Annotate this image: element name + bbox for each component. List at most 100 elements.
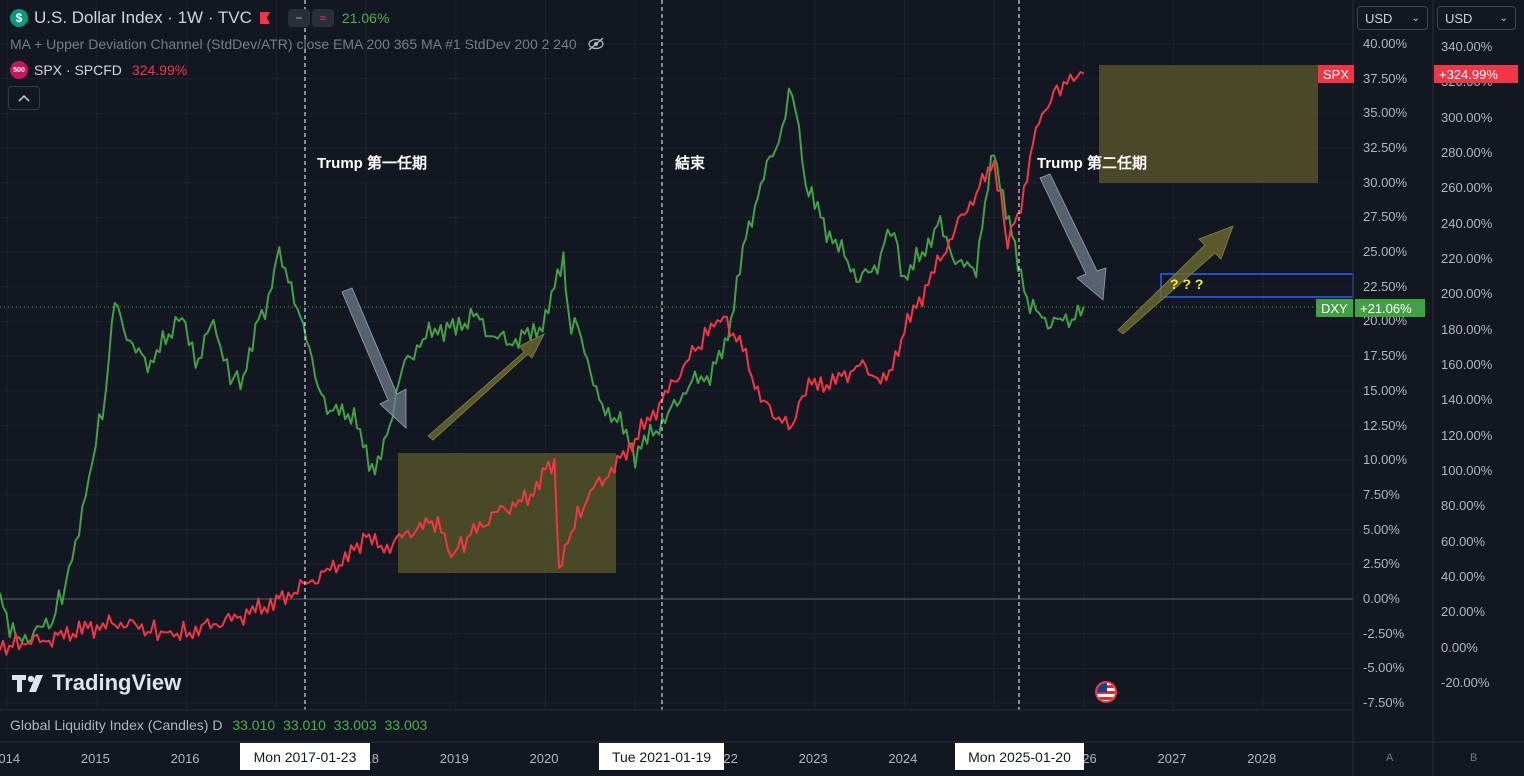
compare-icon[interactable]: ≈ bbox=[311, 9, 334, 27]
annotation-term1[interactable]: Trump 第一任期 bbox=[317, 155, 428, 172]
right-axis-tick: 0.00% bbox=[1441, 639, 1478, 655]
dxy-value-tag: +21.06% bbox=[1355, 299, 1425, 317]
x-axis-tick: 2014 bbox=[0, 751, 21, 766]
annotation-term2[interactable]: Trump 第二任期 bbox=[1037, 155, 1148, 172]
eye-off-icon[interactable] bbox=[587, 37, 605, 51]
right-axis-tick: 100.00% bbox=[1441, 463, 1493, 478]
indicator-row[interactable]: MA + Upper Deviation Channel (StdDev/ATR… bbox=[10, 36, 605, 52]
indicator-label[interactable]: MA + Upper Deviation Channel (StdDev/ATR… bbox=[10, 36, 577, 52]
right-axis-tick: 120.00% bbox=[1441, 427, 1493, 443]
compare-row[interactable]: 500 SPX · SPCFD 324.99% bbox=[10, 61, 187, 79]
compare-change: 324.99% bbox=[131, 62, 188, 78]
right-axis-tick: 20.00% bbox=[1441, 604, 1486, 620]
bottom-indicator-value: 33.003 bbox=[384, 717, 428, 733]
chevron-down-icon: ⌄ bbox=[1411, 12, 1420, 24]
dollar-badge-icon: $ bbox=[10, 9, 28, 27]
right-axis-tick: 240.00% bbox=[1441, 215, 1493, 231]
symbol-change: 21.06% bbox=[341, 10, 390, 26]
left-axis-tick: -2.50% bbox=[1363, 625, 1405, 641]
x-axis-tick: 2020 bbox=[529, 751, 559, 766]
right-axis-tick: 40.00% bbox=[1441, 569, 1486, 584]
arrow-down-2[interactable] bbox=[1039, 173, 1107, 301]
left-axis-tick: 35.00% bbox=[1363, 105, 1408, 121]
spx-badge-icon: 500 bbox=[10, 61, 28, 79]
right-axis-tick: 180.00% bbox=[1441, 321, 1493, 337]
crosshair-date-2021: Tue 2021-01-19 bbox=[599, 743, 724, 770]
x-axis-tick: 2015 bbox=[80, 751, 110, 766]
currency-right-label: USD bbox=[1445, 10, 1473, 26]
dxy-label-tag: DXY bbox=[1316, 299, 1353, 317]
crosshair-date-2025: Mon 2025-01-20 bbox=[955, 743, 1084, 770]
left-axis-tick: 10.00% bbox=[1363, 452, 1408, 468]
left-axis-tick: -5.00% bbox=[1363, 660, 1405, 676]
spx-value-tag: +324.99% bbox=[1434, 65, 1518, 83]
right-axis-tick: 300.00% bbox=[1441, 109, 1493, 125]
tradingview-logo-icon bbox=[12, 675, 43, 692]
left-axis-tick: 25.00% bbox=[1363, 244, 1408, 260]
left-axis-tick: 37.50% bbox=[1363, 70, 1408, 86]
bottom-indicator[interactable]: Global Liquidity Index (Candles) D 33.01… bbox=[10, 717, 427, 733]
x-axis-tick: 2028 bbox=[1247, 751, 1277, 766]
annotation-end[interactable]: 結束 bbox=[675, 155, 706, 172]
chevron-up-icon bbox=[18, 94, 30, 102]
left-axis-tick: 15.00% bbox=[1363, 382, 1408, 398]
right-axis-tick: 340.00% bbox=[1441, 39, 1493, 54]
x-axis-tick: 2024 bbox=[888, 751, 918, 766]
left-axis-tick: 30.00% bbox=[1363, 174, 1408, 190]
left-axis-tick: 40.00% bbox=[1363, 36, 1408, 51]
bottom-indicator-value: 33.010 bbox=[283, 717, 326, 733]
series-line-dxy[interactable] bbox=[0, 87, 1085, 644]
left-axis-tick: 0.00% bbox=[1363, 590, 1400, 606]
target-range-box[interactable] bbox=[1099, 65, 1318, 183]
left-axis-tick: 27.50% bbox=[1363, 209, 1408, 225]
currency-left-label: USD bbox=[1365, 10, 1393, 26]
right-axis-tick: 220.00% bbox=[1441, 251, 1493, 266]
scale-a-label[interactable]: A bbox=[1386, 752, 1394, 764]
left-axis-tick: 2.50% bbox=[1363, 556, 1400, 572]
left-axis-tick: -7.50% bbox=[1363, 695, 1405, 710]
right-axis-tick: 140.00% bbox=[1441, 392, 1493, 408]
right-axis-tick: 60.00% bbox=[1441, 533, 1486, 549]
watermark-text: TradingView bbox=[52, 670, 182, 695]
crosshair-date-2017: Mon 2017-01-23 bbox=[240, 743, 370, 770]
annotation-question[interactable]: ? ? ? bbox=[1170, 276, 1204, 292]
x-axis-tick: 2016 bbox=[170, 751, 200, 766]
left-axis-tick: 17.50% bbox=[1363, 348, 1408, 364]
bottom-indicator-value: 33.010 bbox=[232, 717, 276, 733]
currency-select-left[interactable]: USD ⌄ bbox=[1357, 6, 1428, 30]
right-axis-tick: 280.00% bbox=[1441, 145, 1493, 160]
right-axis-tick: 200.00% bbox=[1441, 286, 1493, 302]
scale-b-label[interactable]: B bbox=[1470, 752, 1478, 764]
x-axis-tick: 2023 bbox=[798, 751, 828, 766]
right-axis-tick: 160.00% bbox=[1441, 357, 1493, 372]
right-axis-tick: -20.00% bbox=[1441, 675, 1490, 690]
symbol-header[interactable]: $ U.S. Dollar Index · 1W · TVC − ≈ 21.06… bbox=[10, 8, 389, 28]
x-axis-tick: 2027 bbox=[1157, 751, 1187, 766]
left-axis-tick: 20.00% bbox=[1363, 313, 1408, 329]
bottom-indicator-value: 33.003 bbox=[333, 717, 377, 733]
right-axis-tick: 80.00% bbox=[1441, 498, 1486, 514]
term1-range-box[interactable] bbox=[398, 453, 616, 573]
bottom-indicator-name[interactable]: Global Liquidity Index (Candles) D bbox=[10, 717, 223, 733]
series-line-spx[interactable] bbox=[0, 71, 1085, 656]
left-axis-tick: 22.50% bbox=[1363, 278, 1408, 294]
currency-select-right[interactable]: USD ⌄ bbox=[1437, 6, 1516, 30]
collapse-legend-button[interactable] bbox=[8, 86, 40, 110]
compare-symbol[interactable]: SPX · SPCFD bbox=[34, 62, 122, 78]
left-axis-tick: 32.50% bbox=[1363, 140, 1408, 156]
arrow-down-1[interactable] bbox=[341, 287, 407, 429]
arrow-up-1[interactable] bbox=[427, 333, 545, 441]
chevron-down-icon: ⌄ bbox=[1499, 12, 1508, 24]
tradingview-logo[interactable]: TradingView bbox=[12, 670, 181, 696]
right-axis-tick: 260.00% bbox=[1441, 180, 1493, 196]
symbol-title[interactable]: U.S. Dollar Index · 1W · TVC bbox=[34, 8, 252, 27]
left-axis-tick: 7.50% bbox=[1363, 486, 1400, 502]
spx-label-tag: SPX bbox=[1318, 65, 1355, 83]
minus-icon[interactable]: − bbox=[287, 9, 310, 27]
left-axis-tick: 12.50% bbox=[1363, 417, 1408, 433]
us-flag-icon[interactable] bbox=[1095, 681, 1117, 703]
flag-marker-icon[interactable] bbox=[259, 12, 270, 24]
x-axis-tick: 2019 bbox=[439, 751, 469, 766]
arrow-up-2[interactable] bbox=[1117, 225, 1234, 335]
